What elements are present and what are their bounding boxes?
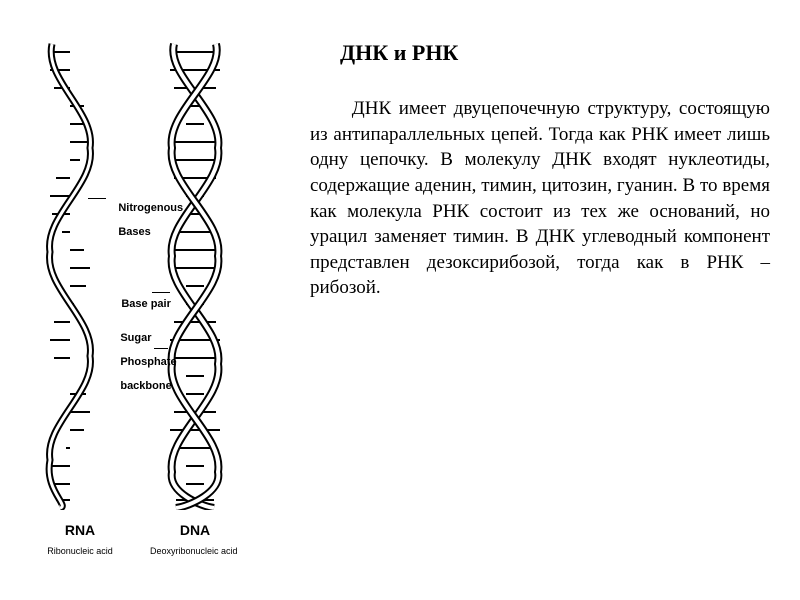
- callout-nitrogenous: Nitrogenous Bases: [100, 190, 183, 250]
- callout-nitrogenous-l1: Nitrogenous: [118, 202, 183, 214]
- body-paragraph: ДНК имеет двуцепочечную структуру, состо…: [310, 96, 770, 301]
- callout-backbone-l3: backbone: [120, 380, 171, 392]
- page-title: ДНК и РНК: [310, 40, 770, 66]
- dna-abbrev: DNA: [165, 522, 225, 538]
- callout-basepair-text: Base pair: [121, 298, 171, 310]
- callout-line: [152, 292, 170, 293]
- callout-backbone-l2: Phosphate: [120, 356, 176, 368]
- text-column: ДНК и РНК ДНК имеет двуцепочечную структ…: [300, 0, 800, 600]
- callout-line: [88, 198, 106, 199]
- rna-helix: [40, 40, 100, 510]
- callout-nitrogenous-l2: Bases: [118, 226, 150, 238]
- molecule-figure: Nitrogenous Bases Base pair Sugar Phosph…: [0, 0, 300, 600]
- dna-fullname: Deoxyribonucleic acid: [140, 546, 280, 556]
- dna-helix: [160, 40, 230, 510]
- callout-backbone-l1: Sugar: [120, 332, 151, 344]
- rna-fullname: Ribonucleic acid: [20, 546, 140, 556]
- callout-line: [154, 348, 168, 349]
- rna-abbrev: RNA: [50, 522, 110, 538]
- callout-backbone: Sugar Phosphate backbone: [102, 320, 177, 405]
